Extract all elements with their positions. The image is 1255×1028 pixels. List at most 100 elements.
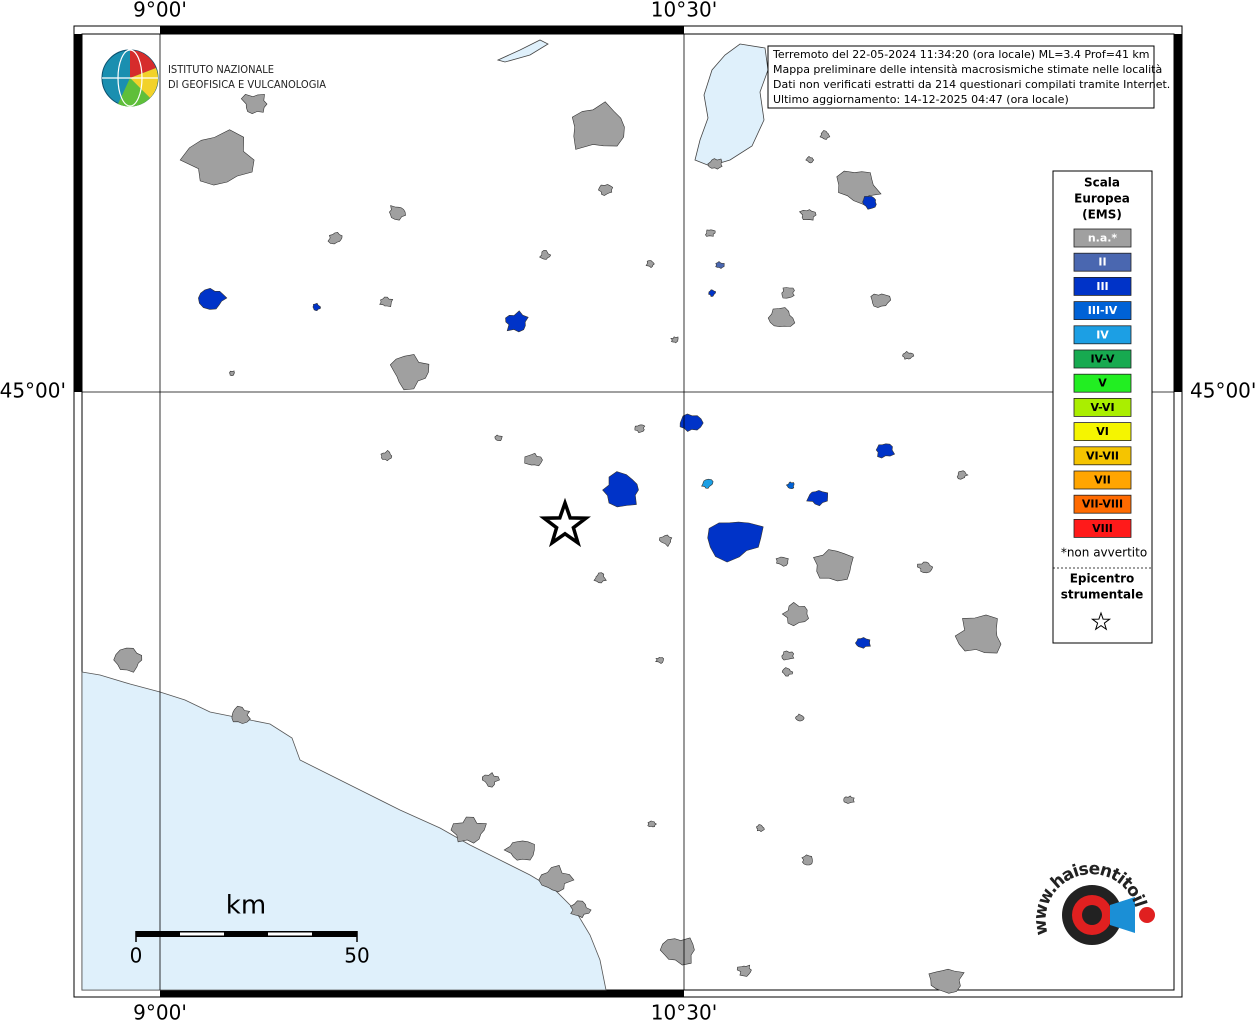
legend-swatch	[1073, 252, 1132, 272]
axis-label: 9°00'	[133, 0, 187, 22]
legend-swatch	[1073, 470, 1132, 490]
legend-label: VI-VII	[1086, 449, 1119, 462]
legend-swatch	[1073, 446, 1132, 466]
info-line: Dati non verificati estratti da 214 ques…	[773, 78, 1170, 91]
legend-swatch	[1073, 373, 1132, 393]
legend-label: II	[1098, 256, 1106, 269]
locality	[781, 602, 809, 627]
locality	[855, 637, 871, 649]
locality	[113, 647, 143, 673]
frame-stripe	[160, 990, 684, 997]
locality	[379, 296, 394, 308]
locality	[679, 413, 704, 432]
locality	[539, 250, 552, 260]
locality	[715, 261, 725, 269]
locality	[806, 490, 829, 507]
locality	[843, 795, 855, 804]
legend-note: *non avvertito	[1061, 546, 1147, 560]
info-box	[767, 45, 1155, 109]
locality	[928, 968, 965, 994]
locality	[198, 287, 228, 310]
epicenter	[539, 497, 591, 548]
legend-swatch	[1073, 397, 1132, 417]
locality	[701, 478, 714, 489]
legend-epicenter: strumentale	[1061, 588, 1144, 602]
axis-label: 10°30'	[651, 0, 717, 22]
locality	[775, 556, 789, 567]
axis-label: 9°00'	[133, 1001, 187, 1025]
locality	[231, 705, 251, 724]
legend-swatch	[1073, 301, 1132, 321]
localities	[113, 94, 1002, 994]
locality	[798, 209, 817, 221]
locality	[781, 650, 795, 661]
lake	[496, 39, 549, 63]
locality	[327, 231, 343, 245]
locality	[862, 196, 877, 210]
legend-label: III-IV	[1088, 304, 1118, 317]
info-line: Terremoto del 22-05-2024 11:34:20 (ora l…	[772, 48, 1150, 61]
legend: Scala Europea (EMS) *non avvertito Epice…	[1052, 170, 1153, 644]
locality	[708, 289, 716, 297]
locality	[813, 549, 854, 582]
locality	[598, 184, 614, 196]
legend-label: IV-V	[1090, 353, 1115, 366]
locality	[647, 820, 657, 828]
legend-label: III	[1096, 280, 1108, 293]
axis-label: 45°00'	[1190, 379, 1255, 403]
frame-stripe	[74, 34, 82, 392]
scale-bar: km 0 50	[130, 891, 370, 968]
legend-epicenter: Epicentro	[1070, 572, 1135, 586]
legend-title: Europea	[1074, 192, 1130, 206]
locality	[902, 350, 915, 360]
locality	[494, 434, 503, 442]
locality	[389, 354, 430, 391]
locality	[870, 293, 892, 308]
locality	[795, 713, 805, 722]
locality	[571, 101, 625, 150]
legend-title: (EMS)	[1082, 208, 1122, 222]
locality	[634, 424, 646, 433]
legend-swatch	[1073, 325, 1132, 345]
locality	[240, 94, 268, 115]
scale-unit: km	[226, 891, 266, 921]
legend-label: V	[1098, 377, 1107, 390]
locality	[570, 900, 592, 919]
locality	[450, 816, 487, 844]
locality	[602, 471, 639, 508]
info-line: Mappa preliminare delle intensità macros…	[773, 63, 1162, 76]
legend-label: V-VI	[1090, 401, 1114, 414]
locality	[524, 452, 543, 467]
locality	[781, 287, 795, 299]
locality	[736, 964, 752, 977]
legend-title: Scala	[1084, 176, 1120, 190]
legend-label: VIII	[1092, 522, 1113, 535]
locality	[917, 561, 934, 574]
locality	[482, 772, 500, 788]
locality	[312, 302, 321, 312]
info-line: Ultimo aggiornamento: 14-12-2025 04:47 (…	[773, 93, 1069, 106]
legend-label: VII-VIII	[1082, 498, 1123, 511]
legend-label: IV	[1096, 328, 1109, 341]
locality	[805, 156, 815, 164]
legend-swatch	[1073, 228, 1132, 248]
legend-label: n.a.*	[1088, 232, 1118, 245]
locality	[670, 336, 679, 344]
locality	[956, 470, 969, 480]
legend-star	[1090, 611, 1112, 631]
locality	[658, 534, 673, 547]
legend-label: VI	[1096, 425, 1109, 438]
locality	[380, 449, 393, 462]
locality	[954, 614, 1002, 654]
locality	[505, 310, 529, 333]
locality	[707, 158, 723, 170]
locality	[756, 824, 765, 832]
locality	[538, 865, 575, 893]
frame-stripe	[1174, 34, 1182, 392]
locality	[767, 307, 796, 327]
locality	[801, 854, 813, 866]
locality	[389, 205, 406, 221]
locality	[781, 667, 794, 677]
locality	[593, 572, 607, 584]
frame-stripe	[160, 26, 684, 34]
